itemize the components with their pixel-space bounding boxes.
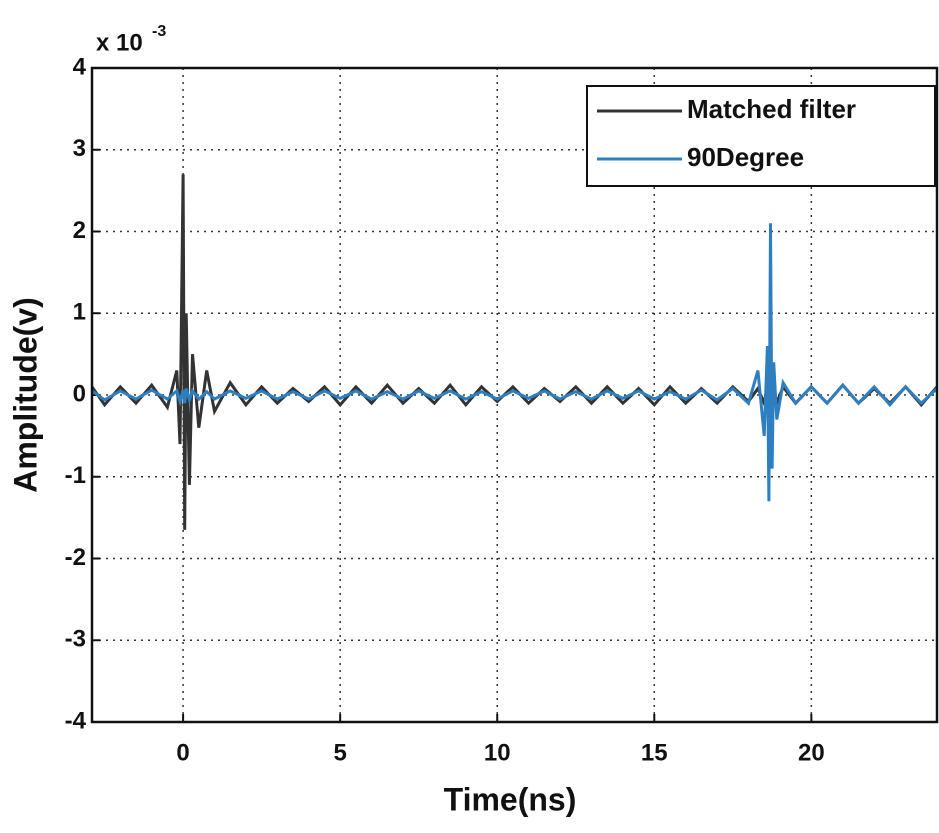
x-tick-label: 10 bbox=[484, 739, 511, 766]
y-tick-label: -1 bbox=[65, 462, 86, 489]
y-tick-label: -2 bbox=[65, 544, 86, 571]
y-tick-label: 0 bbox=[73, 380, 86, 407]
multiplier-exponent: -3 bbox=[152, 23, 166, 40]
y-tick-label: -3 bbox=[65, 626, 86, 653]
multiplier-base: x 10 bbox=[96, 29, 143, 56]
y-tick-label: 1 bbox=[73, 299, 86, 326]
y-tick-label: -4 bbox=[65, 707, 87, 734]
legend-label: Matched filter bbox=[687, 94, 856, 124]
plot-frame bbox=[90, 66, 939, 724]
x-tick-label: 5 bbox=[333, 739, 346, 766]
y-tick-label: 4 bbox=[73, 53, 87, 80]
legend-box bbox=[586, 85, 936, 187]
y-tick-label: 3 bbox=[73, 135, 86, 162]
legend-label: 90Degree bbox=[687, 142, 804, 172]
x-tick-label: 15 bbox=[641, 739, 668, 766]
x-tick-label: 20 bbox=[798, 739, 825, 766]
y-tick-label: 2 bbox=[73, 217, 86, 244]
series-line bbox=[91, 223, 939, 502]
y-axis-label: Amplitude(v) bbox=[7, 297, 43, 493]
x-axis-label: Time(ns) bbox=[444, 781, 577, 817]
x-tick-label: 0 bbox=[176, 739, 189, 766]
